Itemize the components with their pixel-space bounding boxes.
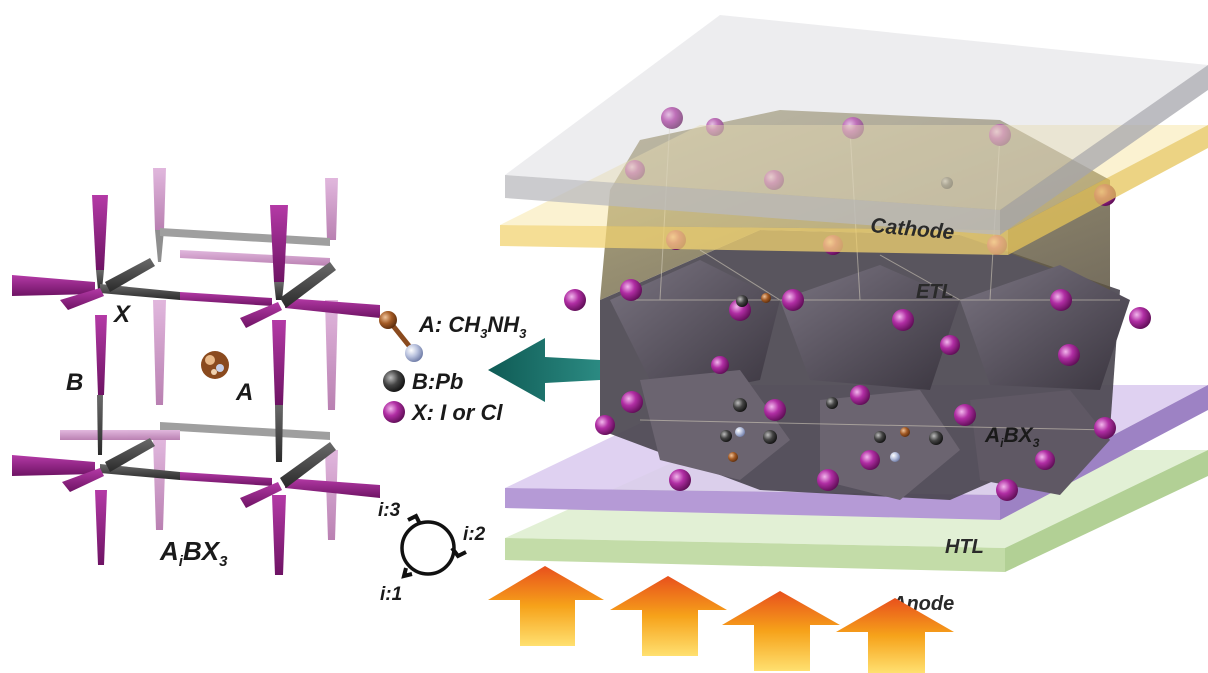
lattice-bottom-horizontals xyxy=(12,438,380,508)
layer-label-etl: ETL xyxy=(916,281,954,303)
crystal-formula: AiBX3 xyxy=(984,424,1040,450)
legend-b: B:Pb xyxy=(412,369,463,394)
cathode-layer xyxy=(505,15,1208,235)
lead-atoms xyxy=(720,177,953,445)
lattice-formula-sub-i: i xyxy=(179,553,184,570)
organic-cation-atoms xyxy=(728,293,910,462)
lattice-label-a: A xyxy=(235,379,253,406)
lattice-label-x: X xyxy=(112,301,132,328)
halide-atom-icon xyxy=(383,401,405,423)
index-cycle: i:3 i:2 i:1 xyxy=(378,500,486,605)
lattice-front-verticals xyxy=(92,195,288,575)
lattice-formula-bx: BX xyxy=(183,536,221,566)
perovskite-lattice: X B A AiBX3 xyxy=(12,168,380,575)
cycle-i3: i:3 xyxy=(378,500,401,521)
lattice-formula-a: A xyxy=(159,536,179,566)
sun-arrow-icon xyxy=(488,566,604,646)
sun-arrow-icon xyxy=(836,598,954,673)
legend-a-ch: A: CH xyxy=(418,312,481,337)
crystal-formula-sub-3: 3 xyxy=(1033,436,1040,450)
lattice-label-b: B xyxy=(66,369,83,396)
lattice-back-struts xyxy=(60,168,338,540)
crystal-formula-bx: BX xyxy=(1004,424,1035,447)
cycle-i2: i:2 xyxy=(463,524,486,545)
device-stack: AiBX3 Cathode ETL HTL Anode xyxy=(500,15,1208,615)
lattice-top-horizontals xyxy=(12,258,380,328)
perovskite-crystal: AiBX3 xyxy=(564,107,1151,501)
cycle-i1: i:1 xyxy=(380,584,402,605)
crystal-formula-sub-i: i xyxy=(1000,436,1004,450)
legend-a: A: CH3NH3 xyxy=(418,312,527,341)
atom-legend: A: CH3NH3 B:Pb X: I or Cl xyxy=(379,311,527,425)
sunlight-arrows xyxy=(488,566,954,673)
crystal-formula-a: A xyxy=(984,424,1000,447)
legend-a-nh: NH xyxy=(487,312,520,337)
a-site-cation-cluster xyxy=(201,351,229,379)
teal-arrow xyxy=(488,338,600,402)
legend-a-sub2: 3 xyxy=(519,326,527,341)
sun-arrow-icon xyxy=(722,591,840,671)
lattice-formula: AiBX3 xyxy=(159,536,228,570)
legend-a-sub1: 3 xyxy=(480,326,488,341)
lattice-formula-sub-3: 3 xyxy=(219,553,228,570)
legend-x: X: I or Cl xyxy=(410,400,503,425)
nitrogen-atom-icon xyxy=(405,344,423,362)
carbon-atom-icon xyxy=(379,311,397,329)
lead-atom-icon xyxy=(383,370,405,392)
sun-arrow-icon xyxy=(610,576,727,656)
layer-label-htl: HTL xyxy=(945,536,984,558)
